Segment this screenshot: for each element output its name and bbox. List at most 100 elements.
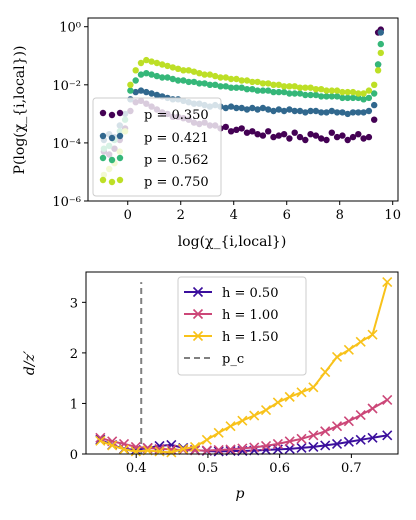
top-series-0-point bbox=[254, 131, 261, 138]
top-legend-marker bbox=[99, 109, 107, 117]
top-series-0-point bbox=[371, 116, 378, 123]
top-series-1-point bbox=[318, 109, 325, 116]
top-series-3-point bbox=[259, 80, 267, 87]
top-series-1-point bbox=[259, 104, 267, 112]
top-series-0-point bbox=[355, 131, 362, 138]
bottom-series-1-marker bbox=[213, 444, 224, 456]
top-y-axis-label: P(log(χ_{i,local})) bbox=[12, 46, 28, 175]
top-series-3-point bbox=[185, 67, 192, 74]
bottom-series-2-marker bbox=[225, 421, 236, 432]
top-series-3-point bbox=[377, 49, 384, 57]
top-series-1-point bbox=[265, 106, 272, 113]
top-series-1-point bbox=[249, 104, 256, 112]
top-series-2-point bbox=[164, 74, 171, 81]
top-series-0-point bbox=[291, 129, 298, 136]
top-series-0-point bbox=[243, 129, 251, 136]
bottom-series-2-marker bbox=[118, 444, 130, 455]
top-series-1-point bbox=[349, 109, 357, 116]
bottom-series-1-marker bbox=[130, 441, 141, 452]
top-series-1-point bbox=[243, 106, 251, 113]
top-series-0-point bbox=[270, 133, 277, 141]
top-legend-marker bbox=[99, 176, 107, 184]
top-series-1-point bbox=[275, 106, 282, 113]
bottom-series-2-marker bbox=[355, 336, 366, 347]
top-legend-marker bbox=[116, 109, 124, 117]
top-series-3-point bbox=[302, 84, 309, 91]
bottom-x-axis: 0.4 0.5 0.6 0.7 bbox=[126, 454, 362, 476]
top-series-2-point bbox=[377, 40, 384, 48]
bottom-legend-markers bbox=[184, 286, 212, 359]
top-series-3-point bbox=[238, 77, 245, 84]
top-series-3-point bbox=[217, 74, 224, 81]
top-series-1-point bbox=[339, 109, 346, 116]
top-series-1-point bbox=[227, 103, 235, 110]
top-series-2-point bbox=[286, 90, 293, 97]
top-series-0-point bbox=[227, 128, 235, 135]
bottom-x-tick-label: 0.5 bbox=[198, 461, 219, 476]
top-series-2-point bbox=[212, 81, 219, 89]
top-series-3-point bbox=[280, 83, 288, 90]
bottom-series-0-marker bbox=[367, 432, 378, 443]
bottom-y-tick-label: 1 bbox=[70, 397, 78, 412]
top-series-2-point bbox=[374, 61, 382, 68]
top-series-3-point bbox=[344, 88, 351, 96]
top-series-3-point bbox=[333, 87, 341, 94]
top-series-0-point bbox=[302, 136, 309, 144]
top-series-3-point bbox=[174, 65, 182, 73]
top-series-1-point bbox=[307, 107, 314, 115]
bottom-series-2-marker bbox=[308, 382, 319, 393]
top-series-2-point bbox=[302, 91, 309, 99]
top-series-2-point bbox=[249, 86, 256, 93]
top-series-3-point bbox=[365, 87, 373, 94]
top-series-3-point bbox=[249, 78, 256, 86]
bottom-series-1-marker bbox=[308, 430, 319, 441]
top-series-0-point bbox=[349, 133, 357, 141]
top-series-3-point bbox=[148, 58, 155, 65]
bottom-legend-label-0: h = 0.50 bbox=[222, 286, 278, 301]
top-plot-frame bbox=[87, 17, 399, 202]
top-legend-box bbox=[92, 97, 222, 197]
bottom-series-2-marker bbox=[178, 443, 189, 455]
bottom-legend-marker bbox=[192, 308, 204, 320]
top-series-3-point bbox=[312, 86, 320, 93]
top-series-1-point bbox=[238, 104, 245, 112]
top-legend-marker bbox=[116, 176, 124, 184]
bottom-series-1-marker bbox=[284, 436, 295, 447]
top-series-2-point bbox=[190, 78, 198, 86]
top-y-tick-label: 10⁻⁶ bbox=[52, 195, 81, 210]
top-x-tick-label: 0 bbox=[124, 208, 132, 223]
top-series-3-point bbox=[339, 88, 346, 96]
top-series-2-point bbox=[349, 94, 357, 102]
top-series-2-point bbox=[270, 88, 277, 96]
top-series-3-point bbox=[374, 67, 382, 74]
top-series-2-point bbox=[132, 77, 139, 84]
top-series-1-point bbox=[365, 107, 373, 115]
top-series-0-point bbox=[328, 129, 335, 136]
bottom-series-2-marker bbox=[142, 445, 153, 456]
top-series-0-point bbox=[265, 128, 272, 135]
top-series-3-point bbox=[318, 86, 325, 93]
bottom-series-1-marker bbox=[237, 443, 248, 454]
top-series-3-point bbox=[143, 56, 150, 64]
top-series-2-point bbox=[143, 70, 150, 77]
top-legend-markers bbox=[99, 109, 124, 186]
top-series-3-point bbox=[371, 81, 378, 89]
bottom-series-1-marker bbox=[260, 440, 272, 451]
top-legend-label-0: p = 0.350 bbox=[144, 108, 209, 123]
top-series-3-point bbox=[275, 81, 282, 89]
bottom-series-0-marker bbox=[382, 430, 393, 441]
bottom-series-2-marker bbox=[95, 435, 106, 446]
top-series-3-point bbox=[355, 90, 362, 97]
top-series-1-point bbox=[132, 88, 139, 96]
top-series-0-point bbox=[344, 136, 351, 144]
bottom-series-2-marker bbox=[237, 415, 248, 426]
top-series-1-point bbox=[254, 106, 261, 113]
top-series-3-point bbox=[291, 83, 298, 90]
top-series-2-point bbox=[174, 77, 182, 84]
top-series-0-point bbox=[238, 125, 245, 132]
top-series-2-point bbox=[275, 88, 282, 96]
top-series-0-point bbox=[222, 123, 229, 131]
top-y-axis: 10⁰ 10⁻² 10⁻⁴ 10⁻⁶ bbox=[52, 21, 88, 210]
top-series-3-point bbox=[212, 72, 219, 80]
bottom-series-2-marker bbox=[189, 441, 201, 452]
